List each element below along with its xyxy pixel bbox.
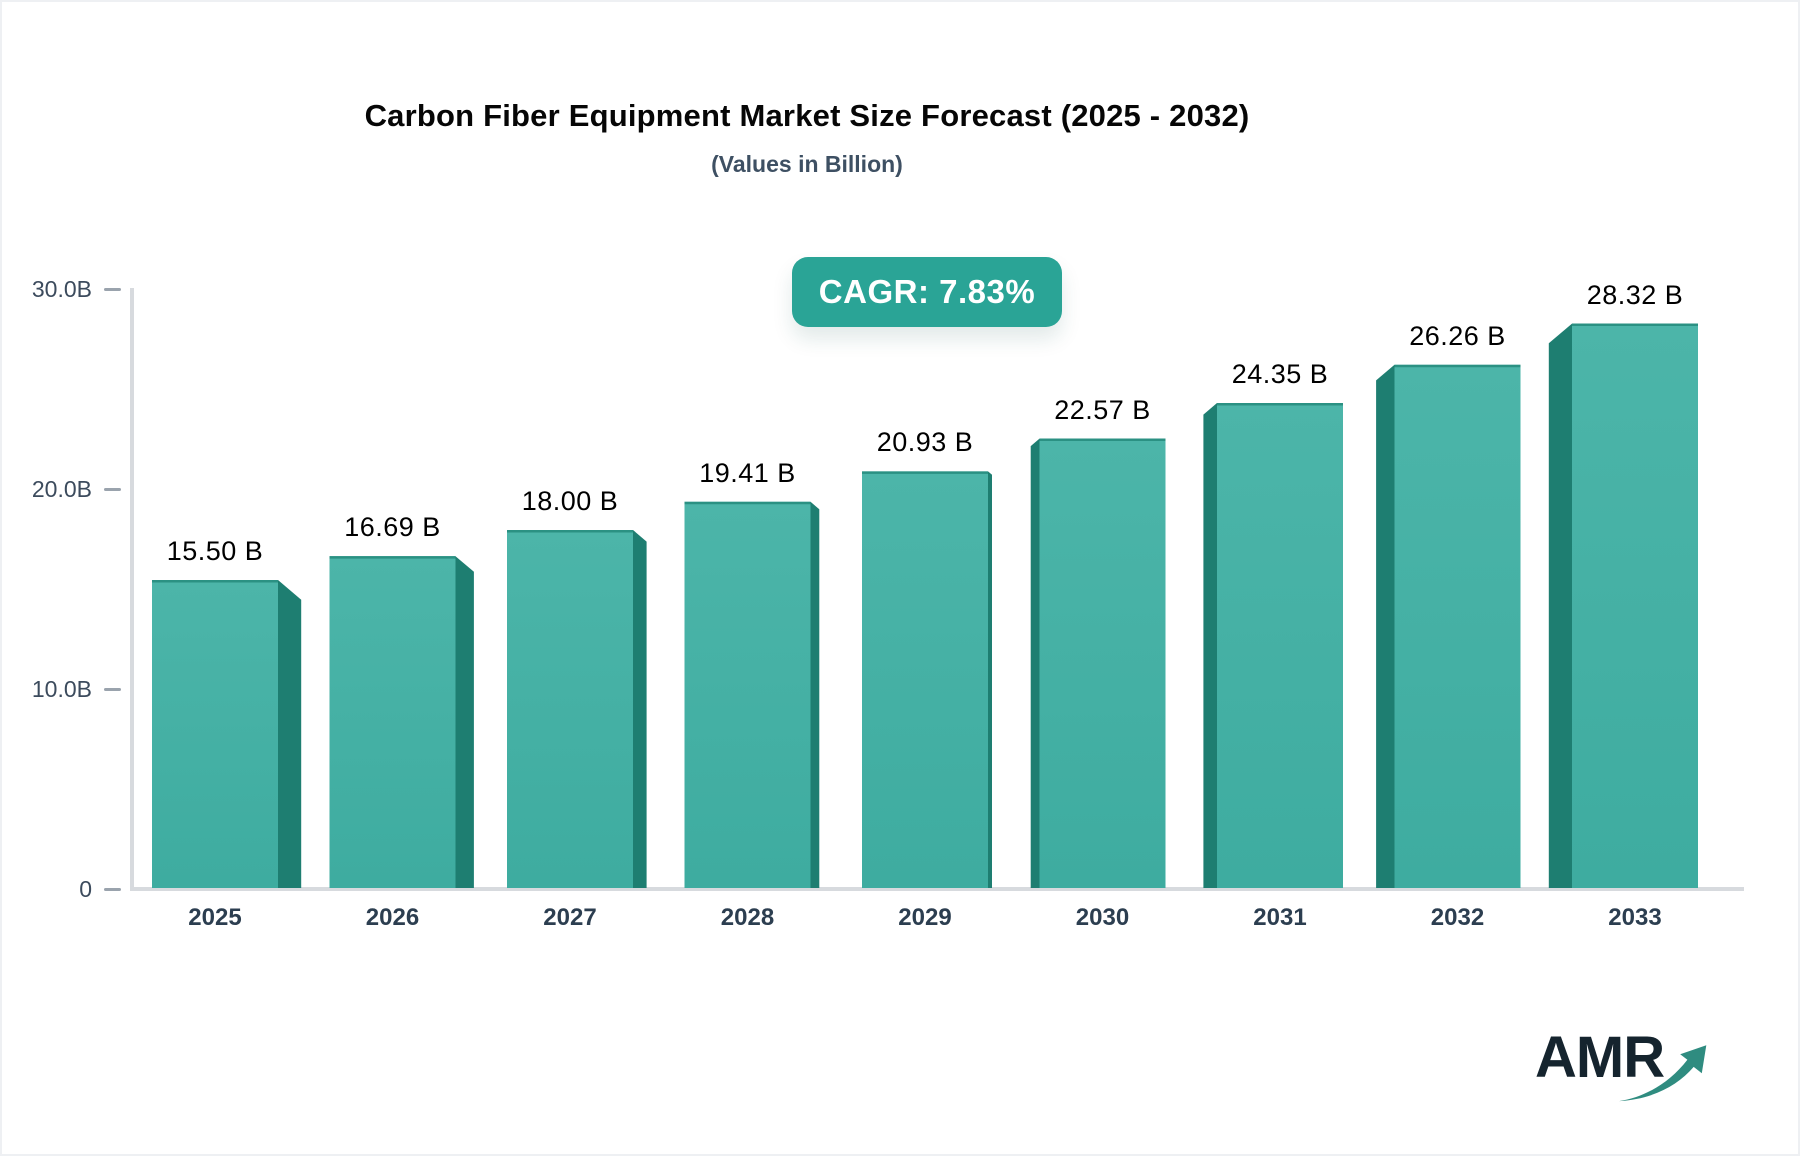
cagr-badge: CAGR: 7.83% — [792, 257, 1062, 327]
x-axis-label: 2032 — [1430, 904, 1485, 931]
bar-side-face — [278, 580, 302, 888]
x-axis-label: 2026 — [365, 904, 420, 931]
amr-logo-text: AMR — [1535, 1025, 1665, 1090]
bar-side-face — [1030, 438, 1040, 888]
bar-value-label: 26.26 B — [1409, 320, 1506, 351]
bar-value-label: 19.41 B — [699, 457, 796, 488]
y-tick-dash — [104, 688, 121, 691]
bar-front-face — [507, 530, 633, 888]
chart-subtitle: (Values in Billion) — [711, 151, 903, 177]
bar-front-face — [1039, 438, 1166, 888]
bar-front-face — [329, 556, 456, 888]
bar-front-face — [1572, 323, 1698, 889]
chart-title: Carbon Fiber Equipment Market Size Forec… — [364, 98, 1250, 133]
y-tick-dash — [104, 488, 121, 491]
growth-arrow-icon — [1619, 1045, 1707, 1102]
x-axis-label: 2028 — [720, 904, 775, 931]
x-axis-label: 2033 — [1608, 904, 1662, 931]
bar-value-label: 22.57 B — [1054, 394, 1151, 425]
bar-value-label: 20.93 B — [876, 427, 974, 458]
cagr-badge-label: CAGR: 7.83% — [818, 273, 1036, 310]
bar-front-face — [152, 580, 278, 888]
bar-front-face — [1217, 403, 1343, 888]
bar-value-label: 15.50 B — [166, 536, 264, 566]
y-tick-label: 10.0B — [31, 676, 92, 702]
y-tick-label: 30.0B — [31, 276, 92, 302]
bar-side-face — [810, 501, 820, 888]
bar-front-face — [1394, 364, 1521, 888]
bar-side-face — [1376, 364, 1395, 888]
bar-side-face — [1203, 403, 1217, 888]
y-tick-label: 20.0B — [31, 476, 92, 502]
bar-front-face — [684, 501, 811, 888]
x-axis-label: 2029 — [898, 904, 952, 931]
y-axis-line — [130, 288, 134, 890]
x-axis-label: 2030 — [1075, 904, 1130, 931]
y-tick-label: 0 — [79, 876, 92, 902]
x-axis-label: 2025 — [188, 904, 242, 931]
bar-value-label: 18.00 B — [521, 486, 619, 516]
y-tick-dash — [104, 288, 121, 291]
bar-value-label: 24.35 B — [1231, 359, 1329, 389]
bar-value-label: 28.32 B — [1586, 279, 1684, 310]
bar-side-face — [455, 556, 474, 888]
bar-value-label: 16.69 B — [344, 512, 441, 543]
x-axis-line — [130, 887, 1744, 891]
x-axis-label: 2027 — [543, 904, 597, 931]
bar-side-face — [1548, 323, 1572, 889]
amr-logo: AMR — [1522, 1024, 1752, 1119]
bar-side-face — [633, 530, 647, 888]
bar-side-face — [988, 471, 992, 888]
y-tick-dash — [104, 888, 121, 891]
bar-front-face — [862, 471, 988, 888]
x-axis-label: 2031 — [1253, 904, 1307, 931]
